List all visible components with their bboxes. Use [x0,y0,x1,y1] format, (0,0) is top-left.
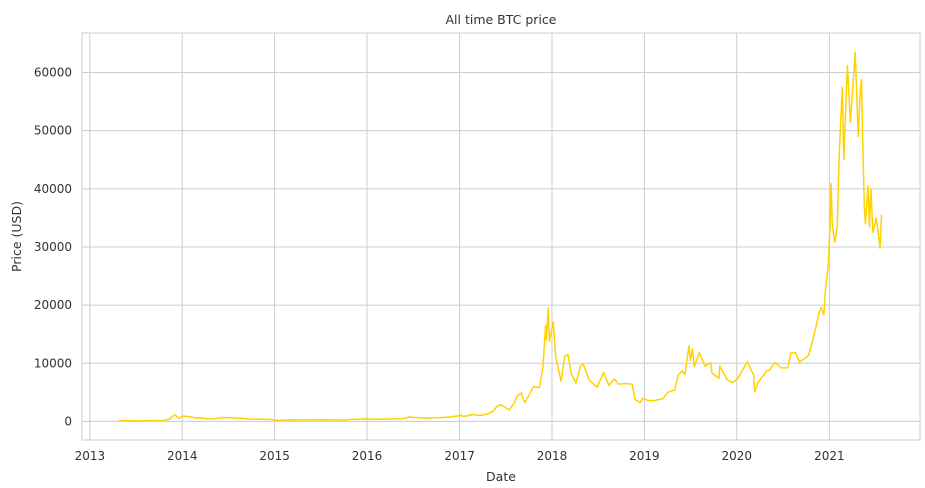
y-tick-label: 40000 [34,182,72,196]
series-line [118,51,883,422]
y-tick-label: 30000 [34,240,72,254]
x-tick-label: 2014 [167,449,198,463]
x-tick-label: 2013 [75,449,106,463]
grid [82,33,920,440]
x-axis-label: Date [486,469,516,484]
x-tick-label: 2019 [629,449,660,463]
x-axis-ticks: 2013 2014 2015 2016 2017 2018 2019 2020 2021 [75,449,845,463]
y-tick-label: 50000 [34,124,72,138]
y-axis-label: Price (USD) [9,201,24,272]
x-tick-label: 2016 [352,449,383,463]
y-tick-label: 20000 [34,298,72,312]
x-tick-label: 2017 [444,449,475,463]
plot-area [81,32,921,441]
y-axis-ticks: 0 10000 20000 30000 40000 50000 60000 [34,66,72,429]
x-tick-label: 2015 [259,449,290,463]
x-tick-label: 2020 [721,449,752,463]
x-tick-label: 2021 [814,449,845,463]
series-layer [118,51,883,422]
y-tick-label: 60000 [34,66,72,80]
y-tick-label: 0 [64,414,72,428]
y-tick-label: 10000 [34,356,72,370]
chart-title: All time BTC price [446,12,557,27]
x-tick-label: 2018 [537,449,568,463]
